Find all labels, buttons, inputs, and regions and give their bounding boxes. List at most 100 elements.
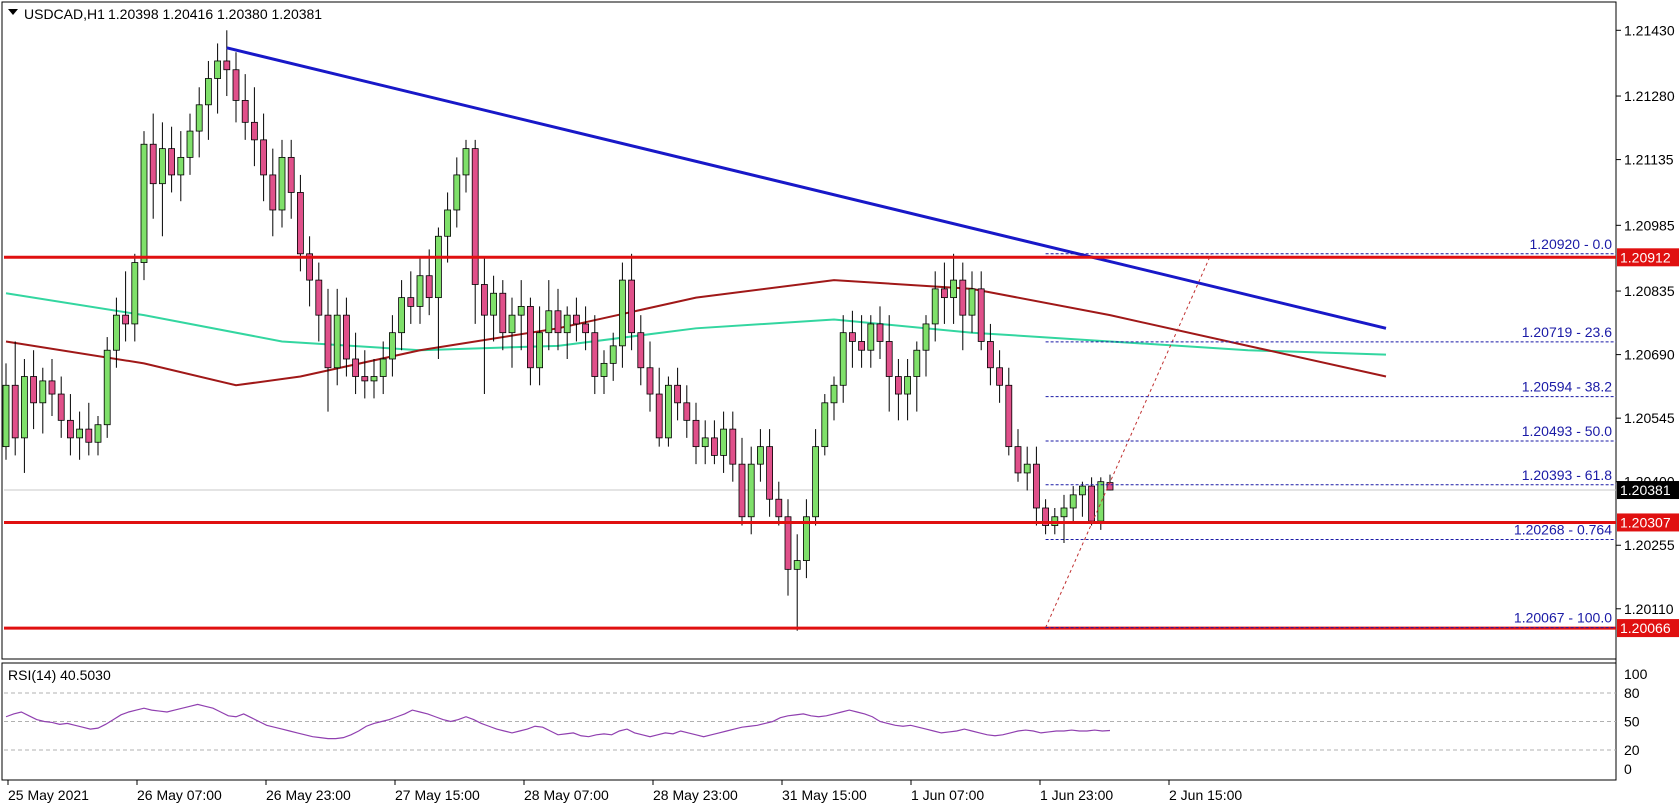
candle xyxy=(637,315,645,386)
candle-body xyxy=(536,332,543,369)
candle xyxy=(885,315,893,412)
candle-body xyxy=(812,446,819,518)
candle xyxy=(453,157,461,228)
price-tag-label: 1.20912 xyxy=(1620,249,1671,265)
fib-level-label: 1.20393 - 61.8 xyxy=(1522,467,1613,483)
candle-body xyxy=(1042,507,1049,526)
rsi-header: RSI(14) 40.5030 xyxy=(8,667,111,683)
time-tick-label: 1 Jun 07:00 xyxy=(911,787,984,803)
candle-body xyxy=(250,121,258,141)
candle xyxy=(416,258,424,324)
candle xyxy=(168,126,176,193)
candle-body xyxy=(30,376,38,404)
candle xyxy=(619,262,626,368)
candle xyxy=(895,358,902,421)
candle-body xyxy=(444,209,452,237)
candle-body xyxy=(480,284,488,316)
candle xyxy=(830,376,838,421)
price-tag-bg xyxy=(1617,619,1679,638)
candle xyxy=(140,131,148,281)
candle xyxy=(490,275,498,342)
candle-body xyxy=(67,419,74,439)
candle-body xyxy=(757,446,764,465)
candle-body xyxy=(76,428,83,439)
candle xyxy=(425,249,433,316)
time-tick-label: 31 May 15:00 xyxy=(782,787,867,803)
descending-trendline xyxy=(226,46,1387,330)
candle xyxy=(766,429,773,517)
candle-body xyxy=(398,297,406,334)
candle xyxy=(499,280,507,351)
candle-body xyxy=(287,156,295,193)
candle xyxy=(2,363,10,460)
candle-body xyxy=(701,437,709,448)
rsi-tick-label: 80 xyxy=(1624,685,1640,701)
candle xyxy=(1060,494,1068,544)
collapse-triangle-icon[interactable] xyxy=(8,9,18,15)
candle xyxy=(30,350,38,430)
candle-body xyxy=(388,332,396,360)
candle xyxy=(342,297,350,377)
candle-body xyxy=(582,323,589,334)
candle-body xyxy=(20,376,28,439)
time-tick-label: 28 May 07:00 xyxy=(524,787,609,803)
price-tag-label: 1.20381 xyxy=(1620,482,1671,498)
candle-body xyxy=(876,323,884,342)
candle xyxy=(250,87,258,167)
candle xyxy=(204,60,212,140)
candle-body xyxy=(711,437,718,456)
candle xyxy=(324,288,332,412)
candle xyxy=(931,271,939,342)
candle-body xyxy=(204,78,212,106)
candle-body xyxy=(425,275,433,299)
candle-body xyxy=(57,393,65,421)
candle xyxy=(582,306,589,351)
symbol-label: USDCAD,H1 xyxy=(24,6,105,22)
candle-body xyxy=(39,380,47,404)
candle xyxy=(269,148,277,237)
candle-body xyxy=(747,463,755,518)
ohlc-values: 1.20398 1.20416 1.20380 1.20381 xyxy=(108,6,322,22)
fib-level-label: 1.20067 - 100.0 xyxy=(1514,610,1612,626)
price-tag-bg xyxy=(1617,481,1679,500)
candle xyxy=(563,306,571,359)
candle xyxy=(904,358,911,421)
candle xyxy=(1042,499,1049,535)
candle-body xyxy=(379,358,387,377)
candle xyxy=(186,113,194,175)
candle xyxy=(609,332,617,381)
candle xyxy=(471,139,479,324)
candle-body xyxy=(1005,384,1013,448)
candle-body xyxy=(361,376,369,382)
candle xyxy=(821,394,829,456)
candle xyxy=(434,227,442,359)
candle xyxy=(812,429,819,526)
candle-body xyxy=(1097,481,1105,522)
candle xyxy=(39,367,47,434)
candle-body xyxy=(333,314,341,369)
candle-body xyxy=(674,384,681,404)
candle-body xyxy=(186,130,194,158)
candle xyxy=(214,43,222,114)
candle-body xyxy=(11,384,19,439)
time-tick-label: 2 Jun 15:00 xyxy=(1169,787,1242,803)
candle xyxy=(94,415,102,456)
candle-body xyxy=(849,332,856,342)
candle xyxy=(1033,446,1040,526)
candle-body xyxy=(628,279,635,334)
candle-body xyxy=(232,69,240,101)
candle-body xyxy=(922,323,930,351)
candle-body xyxy=(2,384,10,448)
price-tick-label: 1.20985 xyxy=(1624,217,1675,233)
candle-body xyxy=(223,60,231,71)
candle xyxy=(554,288,562,351)
candle xyxy=(839,315,847,403)
moving-average-teal xyxy=(5,292,1387,356)
candle-body xyxy=(407,297,415,307)
candle xyxy=(784,499,792,596)
candle-body xyxy=(867,323,875,351)
candle xyxy=(85,402,93,456)
candle-body xyxy=(784,516,792,570)
candle-body xyxy=(563,314,571,334)
